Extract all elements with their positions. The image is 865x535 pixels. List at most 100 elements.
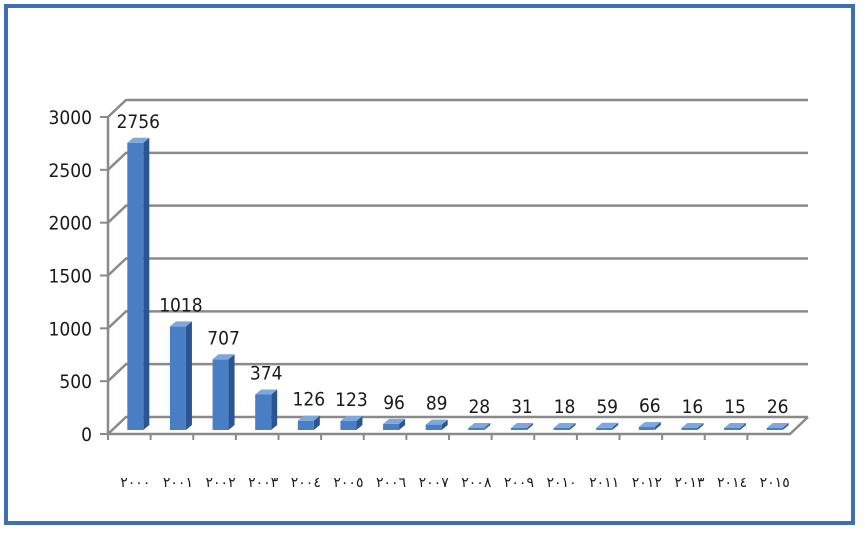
data-label: 18 (554, 396, 576, 418)
bar-top (169, 321, 192, 327)
bar-top (255, 389, 278, 395)
bar (169, 321, 192, 430)
y-tick-label: 500 (59, 371, 92, 393)
x-tick-label: ٢٠٠٦ (376, 475, 406, 491)
x-axis-line (108, 416, 809, 436)
x-tick-label: ٢٠١٤ (717, 475, 747, 491)
bar-front (340, 421, 357, 430)
data-label: 1018 (159, 294, 203, 316)
x-tick-label: ٢٠٠٣ (248, 475, 279, 491)
x-axis-labels: ٢٠٠٠ ٢٠٠١ ٢٠٠٢ ٢٠٠٣ ٢٠٠٤ ٢٠٠٥ ٢٠٠٦ ٢٠٠٧ ٢٠٠٨ ٢٠٠٩… (120, 475, 789, 491)
bar-top (681, 423, 704, 428)
data-label: 59 (596, 396, 618, 418)
gridline (107, 98, 808, 118)
bar-side (740, 423, 747, 430)
x-tick-label: ٢٠٠٨ (461, 475, 492, 491)
bar-side (313, 415, 320, 430)
data-label: 15 (724, 396, 746, 418)
bar-top (127, 137, 150, 143)
bar-side (484, 423, 491, 430)
gridline (107, 257, 808, 277)
x-tick-label: ٢٠١٥ (760, 475, 790, 491)
x-tick-label: ٢٠٠٥ (333, 475, 363, 491)
bar-side (356, 416, 363, 430)
bar-front (169, 326, 186, 430)
bar (468, 423, 491, 430)
bar-side (782, 423, 789, 430)
y-tick-label: 0 (81, 424, 92, 446)
x-tick-label: ٢٠٠٧ (419, 475, 450, 491)
bar-side (185, 321, 192, 430)
bar (681, 423, 704, 430)
data-label: 96 (383, 392, 405, 414)
data-label: 66 (639, 395, 661, 417)
bar (596, 422, 619, 430)
bar-front (425, 424, 442, 430)
gridline (107, 310, 808, 330)
bar-side (143, 137, 150, 431)
bar-top (553, 423, 576, 428)
x-tick-label: ٢٠٠٤ (291, 475, 321, 491)
y-tick-label: 1000 (49, 318, 93, 340)
bar-front (255, 394, 272, 430)
bar-top (468, 423, 491, 428)
bar-front (766, 428, 783, 430)
bar-side (271, 389, 278, 430)
bar-top (383, 418, 406, 424)
y-tick-label: 1500 (49, 266, 93, 288)
bar-top (212, 354, 235, 360)
data-label: 28 (468, 396, 490, 418)
bar-top (596, 422, 619, 428)
x-tick-label: ٢٠١٢ (632, 475, 662, 491)
data-label: 123 (335, 389, 368, 411)
bar-top (724, 423, 747, 428)
bar (510, 423, 533, 430)
gridline (107, 415, 808, 435)
data-label: 126 (293, 389, 326, 411)
bar-front (297, 420, 314, 430)
gridline (107, 362, 808, 383)
bar-top (340, 416, 363, 422)
x-tick-label: ٢٠١٠ (547, 475, 577, 491)
bar (553, 423, 576, 430)
bar-top (510, 423, 533, 428)
bar-top (297, 415, 320, 421)
bar-front (468, 428, 485, 430)
data-label: 26 (767, 396, 789, 418)
bar (340, 416, 363, 430)
bar (297, 415, 320, 430)
data-label: 89 (426, 393, 448, 415)
data-label: 16 (682, 396, 704, 418)
bar (638, 422, 661, 430)
bar-side (441, 419, 448, 430)
y-tick-label: 2500 (49, 160, 93, 182)
gridline (107, 204, 808, 224)
bar-side (569, 423, 576, 430)
data-label: 31 (511, 396, 533, 418)
bar-top (425, 419, 448, 425)
y-axis-ticks: 0 500 1000 1500 2000 2500 3000 (49, 107, 93, 446)
gridlines (107, 98, 808, 435)
bar-side (228, 354, 235, 430)
bar-front (638, 427, 655, 430)
bar (383, 418, 406, 430)
data-label: 707 (207, 327, 240, 349)
bars (127, 137, 789, 431)
data-label: 2756 (117, 111, 161, 133)
bar (127, 137, 150, 431)
x-tick-label: ٢٠٠٠ (120, 475, 150, 491)
x-tick-label: ٢٠١١ (589, 475, 619, 491)
bar-front (681, 428, 698, 430)
bar (425, 419, 448, 430)
bar-front (553, 428, 570, 430)
axes (100, 116, 809, 440)
bar-front (212, 359, 229, 430)
data-label: 374 (250, 362, 283, 384)
x-tick-label: ٢٠٠١ (163, 475, 193, 491)
x-tick-label: ٢٠٠٢ (206, 475, 236, 491)
y-tick-label: 2000 (49, 213, 93, 235)
bar-side (399, 418, 406, 430)
bar (255, 389, 278, 430)
